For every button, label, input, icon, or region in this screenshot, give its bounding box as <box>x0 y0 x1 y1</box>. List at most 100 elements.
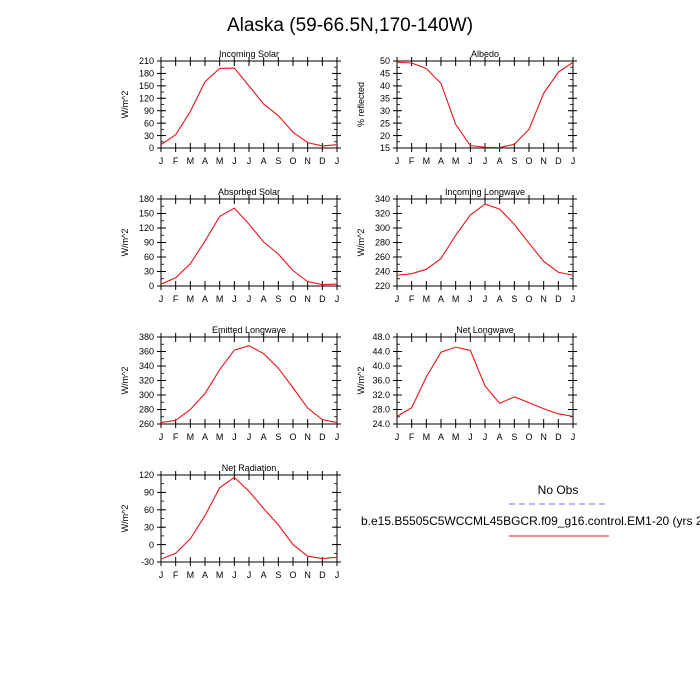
y-tick-label: 340 <box>375 194 390 204</box>
plot-frame <box>396 60 574 149</box>
x-tick-label: F <box>409 156 415 166</box>
y-tick-label: 260 <box>375 252 390 262</box>
x-tick-label: F <box>173 156 179 166</box>
x-tick-label: J <box>335 432 340 442</box>
y-tick-label: 120 <box>139 470 154 480</box>
y-tick-label: 44.0 <box>372 347 390 357</box>
x-tick-label: M <box>452 156 460 166</box>
legend: No Obs b.e15.B5505C5WCCML45BGCR.f09_g16.… <box>361 483 700 537</box>
x-tick-label: J <box>159 294 164 304</box>
y-tick-label: 120 <box>139 223 154 233</box>
x-tick-label: J <box>232 432 237 442</box>
x-tick-label: J <box>571 432 576 442</box>
x-tick-label: O <box>525 432 532 442</box>
x-tick-label: J <box>335 156 340 166</box>
x-tick-label: D <box>319 570 326 580</box>
y-tick-label: 320 <box>375 209 390 219</box>
x-tick-label: M <box>452 294 460 304</box>
x-tick-label: D <box>319 156 326 166</box>
x-tick-label: A <box>261 156 267 166</box>
chart-title: Albedo <box>471 49 499 59</box>
x-tick-label: N <box>304 156 311 166</box>
x-tick-label: J <box>335 294 340 304</box>
y-tick-label: 40 <box>380 81 390 91</box>
x-tick-label: J <box>395 432 400 442</box>
figure-title: Alaska (59-66.5N,170-140W) <box>227 15 473 36</box>
series-line-incoming-longwave <box>396 203 574 276</box>
y-tick-label: 150 <box>139 209 154 219</box>
x-tick-label: S <box>511 294 517 304</box>
y-tick-label: 30 <box>144 267 154 277</box>
y-tick-label: 35 <box>380 93 390 103</box>
y-axis-label: W/m^2 <box>356 367 366 395</box>
y-tick-label: 30 <box>380 106 390 116</box>
y-tick-label: 240 <box>375 267 390 277</box>
x-tick-label: S <box>511 156 517 166</box>
y-tick-label: 48.0 <box>372 332 390 342</box>
y-tick-label: 300 <box>139 390 154 400</box>
x-tick-label: A <box>438 432 444 442</box>
y-axis-label: W/m^2 <box>120 367 130 395</box>
y-tick-label: 60 <box>144 252 154 262</box>
x-tick-label: A <box>438 156 444 166</box>
x-tick-label: F <box>173 432 179 442</box>
x-tick-label: J <box>395 294 400 304</box>
x-tick-label: J <box>247 294 252 304</box>
y-tick-label: 90 <box>144 106 154 116</box>
x-tick-label: A <box>497 432 503 442</box>
x-tick-label: M <box>423 432 431 442</box>
x-tick-label: S <box>275 294 281 304</box>
y-tick-label: 30 <box>144 131 154 141</box>
x-tick-label: F <box>409 432 415 442</box>
x-tick-label: M <box>423 294 431 304</box>
x-tick-label: F <box>173 570 179 580</box>
x-tick-label: J <box>483 294 488 304</box>
x-tick-label: F <box>409 294 415 304</box>
y-tick-label: 300 <box>375 223 390 233</box>
plot-frame <box>160 60 338 149</box>
y-tick-label: 60 <box>144 505 154 515</box>
x-tick-label: A <box>261 570 267 580</box>
y-tick-label: 280 <box>375 238 390 248</box>
y-axis-label: W/m^2 <box>120 229 130 257</box>
x-tick-label: J <box>232 570 237 580</box>
y-tick-label: 120 <box>139 93 154 103</box>
x-tick-label: M <box>452 432 460 442</box>
y-tick-label: 260 <box>139 419 154 429</box>
x-tick-label: D <box>555 156 562 166</box>
y-tick-label: 0 <box>149 540 154 550</box>
chart-title: Absorbed Solar <box>218 187 280 197</box>
chart-title: Incoming Solar <box>219 49 279 59</box>
x-tick-label: M <box>187 294 195 304</box>
x-tick-label: S <box>275 570 281 580</box>
x-tick-label: A <box>202 432 208 442</box>
y-tick-label: 180 <box>139 194 154 204</box>
legend-model-label: b.e15.B5505C5WCCML45BGCR.f09_g16.control… <box>361 514 700 528</box>
x-tick-label: N <box>304 294 311 304</box>
x-tick-label: J <box>247 156 252 166</box>
plot-frame <box>396 198 574 287</box>
x-tick-label: J <box>468 294 473 304</box>
y-tick-label: 28.0 <box>372 405 390 415</box>
x-tick-label: J <box>571 156 576 166</box>
x-tick-label: M <box>187 570 195 580</box>
x-tick-label: D <box>319 432 326 442</box>
x-tick-label: D <box>555 294 562 304</box>
y-tick-label: -30 <box>141 557 154 567</box>
x-tick-label: O <box>525 294 532 304</box>
y-tick-label: 90 <box>144 488 154 498</box>
x-tick-label: A <box>261 294 267 304</box>
x-tick-label: J <box>571 294 576 304</box>
x-tick-label: O <box>289 294 296 304</box>
x-tick-label: N <box>304 432 311 442</box>
x-tick-label: J <box>247 570 252 580</box>
x-tick-label: J <box>159 432 164 442</box>
x-tick-label: J <box>159 570 164 580</box>
y-tick-label: 36.0 <box>372 376 390 386</box>
x-tick-label: N <box>540 156 547 166</box>
